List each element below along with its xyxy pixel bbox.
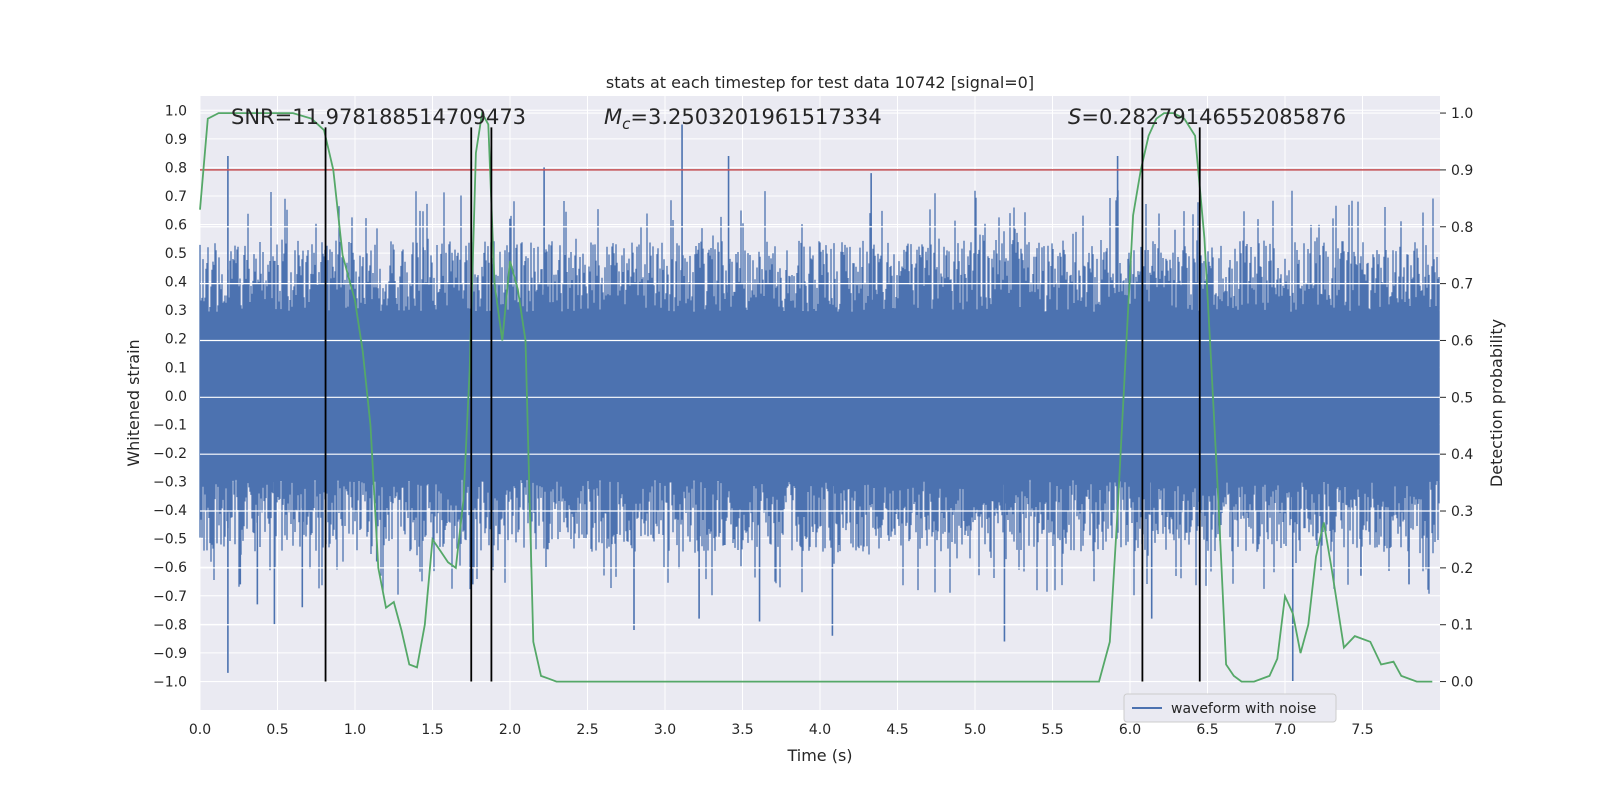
x-tick-label: 4.5 (886, 722, 908, 738)
y-right-tick-label: 0.3 (1451, 504, 1473, 520)
y-tick-label: 0.8 (165, 160, 187, 176)
y-right-tick-label: 0.0 (1451, 675, 1473, 691)
y-tick-label: 0.1 (165, 360, 187, 376)
y-right-tick-label: 0.4 (1451, 447, 1473, 463)
y-right-tick-label: 0.2 (1451, 561, 1473, 577)
x-tick-label: 6.0 (1119, 722, 1141, 738)
y-right-tick-label: 1.0 (1451, 106, 1473, 122)
detection-probability-line (199, 110, 1433, 683)
y-tick-label: 0.7 (165, 189, 187, 205)
waveform-line (199, 190, 1440, 596)
x-tick-label: 2.5 (576, 722, 598, 738)
x-tick-label: 0.0 (189, 722, 211, 738)
detection-probability-series (199, 110, 1433, 683)
y-axis-label-right: Detection probability (1487, 319, 1506, 487)
annotation-snr: SNR=11.978188514709473 (231, 105, 526, 129)
y-tick-label: −0.7 (153, 589, 187, 605)
legend: waveform with noise (1123, 693, 1337, 723)
tick-labels: 0.0 0.5 1.0 1.5 2.0 2.5 3.0 3.5 4.0 4.5 5.0 5.5 6.0 6… (153, 103, 1473, 738)
x-tick-label: 3.0 (654, 722, 676, 738)
y-tick-label: 0.4 (165, 275, 187, 291)
s-symbol: S (1068, 105, 1081, 129)
legend-box (1123, 693, 1337, 723)
chirp-mass-symbol: M (604, 105, 622, 129)
x-tick-label: 5.0 (964, 722, 986, 738)
waveform-series (199, 112, 1440, 683)
y-right-tick-label: 0.9 (1451, 163, 1473, 179)
x-tick-label: 1.5 (421, 722, 443, 738)
chirp-mass-subscript: c (622, 115, 631, 133)
s-value: =0.28279146552085876 (1081, 105, 1346, 129)
annotation-chirp-mass: Mc=3.2503201961517334 (604, 105, 882, 133)
x-tick-label: 5.5 (1041, 722, 1063, 738)
y-right-tick-label: 0.5 (1451, 390, 1473, 406)
y-tick-label: −0.4 (153, 503, 187, 519)
chirp-mass-value: =3.2503201961517334 (630, 105, 881, 129)
y-tick-label: 0.3 (165, 303, 187, 319)
y-tick-label: −0.2 (153, 446, 187, 462)
y-right-tick-label: 0.6 (1451, 333, 1473, 349)
y-right-tick-label: 0.8 (1451, 220, 1473, 236)
annotation-s: S=0.28279146552085876 (1068, 105, 1346, 129)
y-tick-label: 0.5 (165, 246, 187, 262)
legend-label: waveform with noise (1171, 701, 1316, 717)
y-tick-label: 0.0 (165, 389, 187, 405)
x-tick-label: 7.0 (1274, 722, 1296, 738)
x-tick-label: 0.5 (266, 722, 288, 738)
x-tick-label: 7.5 (1351, 722, 1373, 738)
x-tick-label: 4.0 (809, 722, 831, 738)
y-tick-label: 0.9 (165, 132, 187, 148)
y-tick-label: −0.8 (153, 617, 187, 633)
y-tick-label: −1.0 (153, 674, 187, 690)
chart-title: stats at each timestep for test data 107… (606, 73, 1034, 92)
y-right-tick-label: 0.1 (1451, 618, 1473, 634)
x-tick-label: 1.0 (344, 722, 366, 738)
vertical-markers (324, 127, 1201, 682)
x-axis-label: Time (s) (786, 746, 852, 765)
y-tick-label: 1.0 (165, 103, 187, 119)
y-tick-label: −0.9 (153, 646, 187, 662)
y-tick-label: −0.1 (153, 417, 187, 433)
x-tick-label: 2.0 (499, 722, 521, 738)
y-tick-label: −0.3 (153, 475, 187, 491)
y-tick-label: 0.2 (165, 332, 187, 348)
y-axis-label-left: Whitened strain (124, 339, 143, 466)
x-tick-label: 6.5 (1196, 722, 1218, 738)
x-tick-label: 3.5 (731, 722, 753, 738)
y-right-tick-label: 0.7 (1451, 277, 1473, 293)
y-tick-label: −0.6 (153, 560, 187, 576)
y-tick-label: −0.5 (153, 532, 187, 548)
y-tick-label: 0.6 (165, 218, 187, 234)
